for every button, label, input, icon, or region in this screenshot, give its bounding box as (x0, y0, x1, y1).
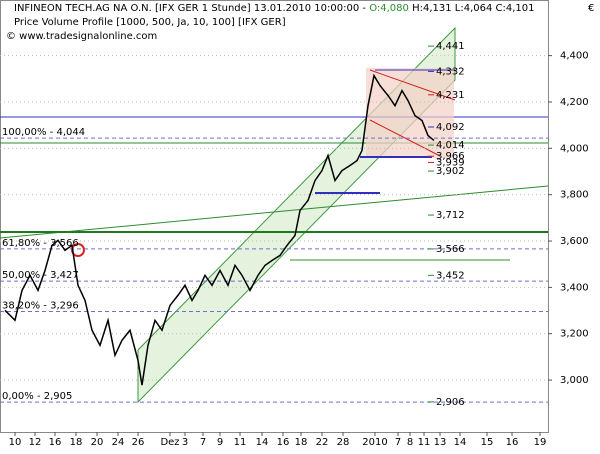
x-tick-label: 7 (395, 437, 401, 448)
level-label: 4,231 (436, 90, 465, 101)
red-trend-line (369, 119, 441, 157)
x-tick-label: 22 (316, 437, 329, 448)
level-label: 3,566 (436, 244, 465, 255)
x-tick-label: 15 (481, 437, 494, 448)
y-tick-label: 3,200 (560, 329, 589, 340)
x-tick-label: 14 (454, 437, 467, 448)
red-trend-line (369, 69, 456, 101)
price-line (4, 73, 435, 386)
level-label: 4,092 (436, 122, 465, 133)
level-label: 4,441 (436, 41, 465, 52)
range-box (366, 68, 454, 158)
y-tick-label: 4,200 (560, 97, 589, 108)
x-tick-label: 19 (534, 437, 547, 448)
x-tick-label: 26 (132, 437, 145, 448)
x-tick-label: 12 (29, 437, 42, 448)
x-tick-label: 2010 (362, 437, 387, 448)
quote-rest: H:4,131 L:4,064 C:4,101 (412, 3, 534, 14)
fib-label: 61,80% - 3,566 (2, 238, 79, 249)
currency: € (588, 3, 594, 14)
x-tick-label: 20 (91, 437, 104, 448)
chart-title: INFINEON TECH.AG NA O.N. [IFX GER 1 Stun… (14, 3, 535, 14)
y-tick-label: 3,000 (560, 375, 589, 386)
level-label: 3,452 (436, 270, 465, 281)
subtitle: Price Volume Profile [1000, 500, Ja, 10,… (14, 17, 286, 28)
fib-label: 50,00% - 3,427 (2, 270, 79, 281)
x-tick-label: 11 (418, 437, 431, 448)
x-tick-label: 9 (217, 437, 223, 448)
x-tick-label: 13 (434, 437, 447, 448)
x-tick-label: 16 (49, 437, 62, 448)
x-tick-label: 16 (277, 437, 290, 448)
title: INFINEON TECH.AG NA O.N. [IFX GER 1 Stun… (14, 3, 366, 14)
y-tick-label: 4,400 (560, 51, 589, 62)
y-tick-label: 3,400 (560, 282, 589, 293)
level-label: 4,332 (436, 66, 465, 77)
quote-open: O:4,080 (369, 3, 409, 14)
level-label: 3,712 (436, 210, 465, 221)
x-tick-label: 11 (234, 437, 247, 448)
y-tick-label: 3,600 (560, 236, 589, 247)
level-label: 3,939 (436, 157, 465, 168)
fib-label: 38,20% - 3,296 (2, 300, 79, 311)
x-tick-label: 3 (182, 437, 188, 448)
x-tick-label: 7 (200, 437, 206, 448)
x-tick-label: Dez (160, 437, 179, 448)
level-label: 4,014 (436, 140, 465, 151)
x-tick-label: 8 (407, 437, 413, 448)
x-tick-label: 24 (112, 437, 125, 448)
level-label: 2,906 (436, 397, 465, 408)
y-tick-label: 3,800 (560, 190, 589, 201)
level-label: 3,902 (436, 166, 465, 177)
fib-label: 0,00% - 2,905 (2, 391, 72, 402)
x-tick-label: 16 (506, 437, 519, 448)
watermark: © www.tradesignalonline.com (6, 31, 157, 42)
x-tick-label: 18 (295, 437, 308, 448)
x-tick-label: 28 (337, 437, 350, 448)
fib-label: 100,00% - 4,044 (2, 127, 85, 138)
x-tick-label: 14 (256, 437, 269, 448)
y-tick-label: 4,000 (560, 143, 589, 154)
x-tick-label: 10 (9, 437, 22, 448)
drawings (0, 26, 549, 404)
level-label: 3,966 (436, 151, 465, 162)
x-tick-label: 18 (70, 437, 83, 448)
